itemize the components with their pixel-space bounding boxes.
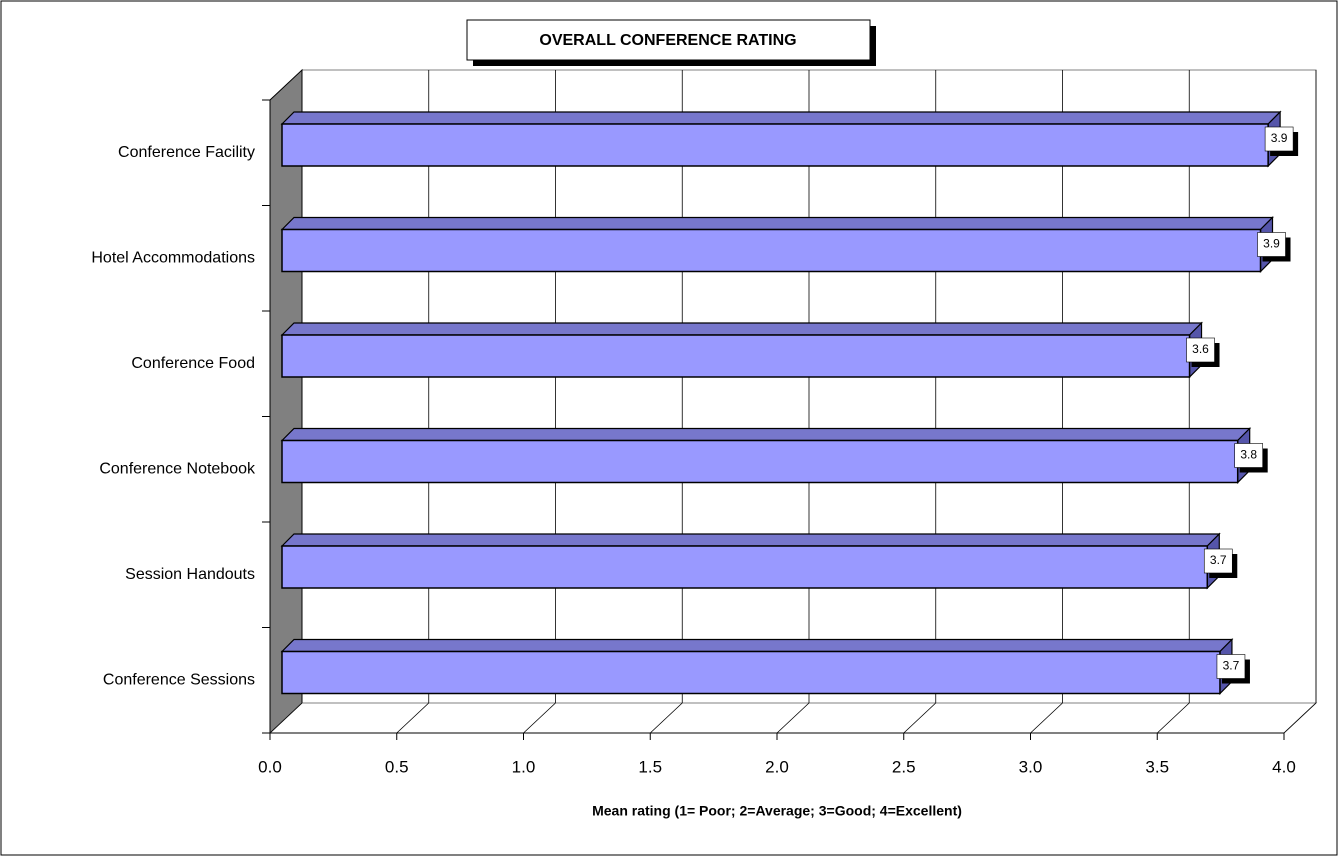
bar-top: [280, 216, 1274, 231]
bar: [280, 216, 1274, 273]
floor-grid-line: [649, 702, 683, 734]
y-tick-label: Session Handouts: [125, 566, 255, 583]
bar: [280, 532, 1221, 590]
bar-front: [281, 650, 1221, 695]
bar: [280, 638, 1234, 695]
x-tick-label: 2.5: [892, 757, 916, 776]
bar-front: [281, 439, 1239, 484]
floor-grid-line: [396, 702, 430, 734]
x-tick-label: 3.0: [1019, 757, 1043, 776]
left-wall: [269, 68, 303, 735]
x-tick-label: 3.5: [1145, 757, 1169, 776]
bar: [280, 110, 1282, 168]
y-tick-label: Conference Facility: [118, 144, 255, 161]
x-tick-label: 1.0: [512, 757, 536, 776]
bar-top: [280, 533, 1221, 547]
floor-grid-line: [269, 702, 303, 734]
bar: [280, 321, 1203, 379]
bar: [280, 427, 1252, 484]
bar-front: [281, 123, 1269, 167]
floor-grid-line: [776, 702, 810, 734]
y-tick-label: Conference Food: [131, 355, 255, 372]
plot-area: [262, 68, 1318, 740]
data-label-box: [1186, 337, 1215, 363]
chart-title: OVERALL CONFERENCE RATING: [539, 32, 796, 49]
bar-top: [280, 638, 1234, 653]
data-label: 3.9: [1271, 131, 1288, 145]
bar-top: [280, 111, 1282, 125]
data-label: 3.6: [1192, 342, 1209, 356]
x-axis-title: Mean rating (1= Poor; 2=Average; 3=Good;…: [592, 803, 962, 819]
data-label: 3.7: [1223, 659, 1240, 673]
data-label-box: [1264, 126, 1294, 152]
data-label-box: [1257, 232, 1286, 257]
bar-front: [281, 334, 1191, 378]
data-label: 3.9: [1263, 237, 1280, 251]
floor-grid-line: [523, 702, 556, 734]
x-tick-label: 2.0: [765, 757, 789, 776]
bar-top: [280, 427, 1252, 442]
floor-grid-line: [1156, 702, 1190, 734]
floor-grid-line: [903, 702, 937, 734]
bar-front: [281, 545, 1209, 589]
x-tick-label: 1.5: [638, 757, 662, 776]
y-tick-label: Conference Notebook: [99, 460, 256, 477]
title-box: [466, 19, 871, 61]
y-tick-label: Hotel Accommodations: [91, 249, 255, 266]
data-label-box: [1203, 548, 1233, 574]
data-label-box: [1234, 443, 1263, 468]
bar-front: [281, 228, 1262, 273]
data-label: 3.8: [1240, 448, 1257, 462]
y-tick-label: Conference Sessions: [103, 671, 255, 688]
x-tick-label: 4.0: [1272, 757, 1296, 776]
floor-grid-line: [1030, 702, 1063, 734]
data-label-box: [1216, 654, 1246, 679]
data-label: 3.7: [1210, 553, 1227, 567]
bar-top: [280, 322, 1203, 336]
x-tick-label: 0.0: [258, 757, 282, 776]
x-tick-label: 0.5: [385, 757, 409, 776]
floor-grid-line: [1283, 702, 1317, 734]
